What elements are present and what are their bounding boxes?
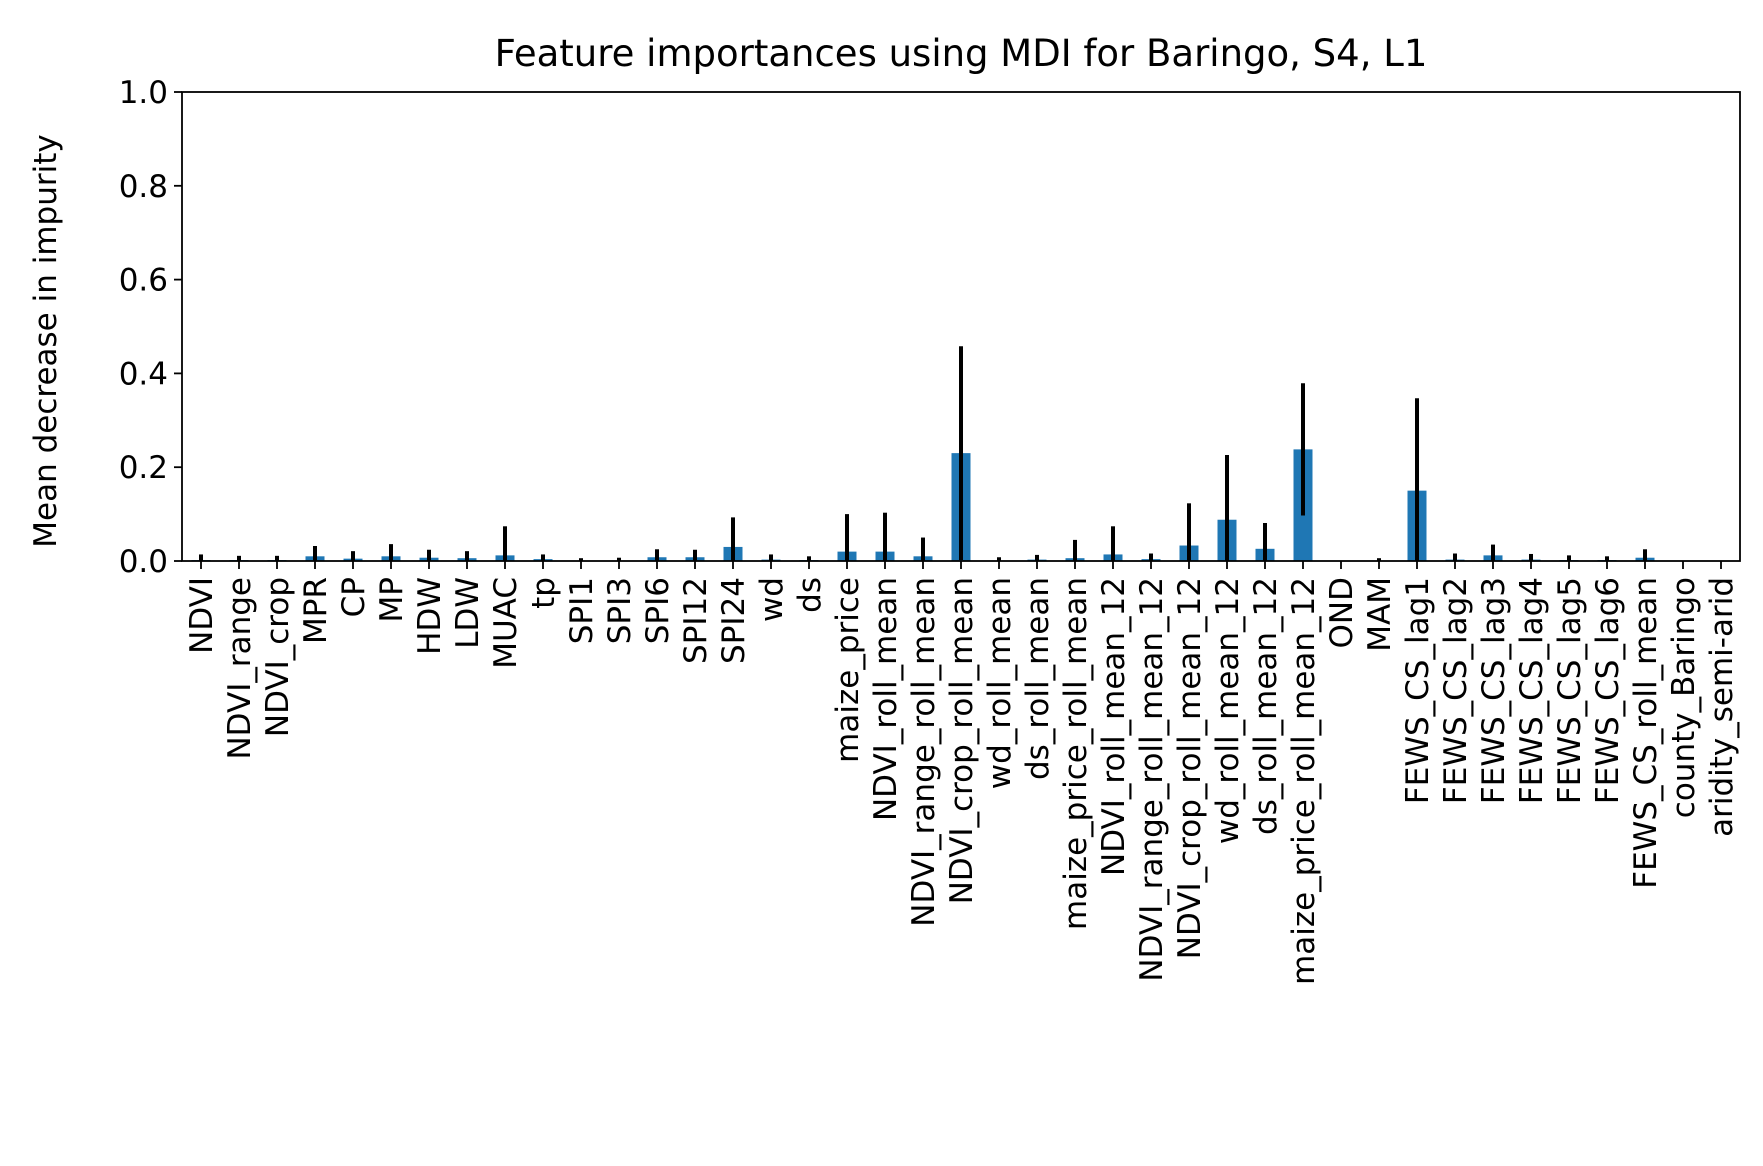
x-tick-label-NDVI_roll_mean_12: NDVI_roll_mean_12 [1096, 577, 1132, 876]
x-tick-label-MAM: MAM [1362, 577, 1398, 652]
x-tick-label-ds_roll_mean_12: ds_roll_mean_12 [1248, 577, 1284, 835]
x-tick-label-MUAC: MUAC [488, 577, 524, 669]
x-tick-label-tp: tp [526, 577, 562, 609]
x-tick-label-OND: OND [1324, 577, 1360, 648]
x-tick-label-aridity_semi-arid: aridity_semi-arid [1704, 577, 1740, 837]
x-tick-label-wd_roll_mean_12: wd_roll_mean_12 [1210, 577, 1246, 844]
x-tick-label-SPI1: SPI1 [564, 577, 600, 644]
x-tick-label-CP: CP [336, 577, 372, 617]
x-tick-label-NDVI_range: NDVI_range [222, 577, 258, 760]
x-tick-label-HDW: HDW [412, 577, 448, 655]
x-tick-label-SPI3: SPI3 [602, 577, 638, 644]
y-tick-label-0.2: 0.2 [119, 450, 168, 486]
x-tick-label-maize_price: maize_price [830, 577, 866, 763]
error-bar-series [199, 346, 1647, 561]
x-tick-label-NDVI_crop_roll_mean: NDVI_crop_roll_mean [944, 577, 980, 904]
x-tick-label-maize_price_roll_mean: maize_price_roll_mean [1058, 577, 1094, 930]
y-tick-label-0.0: 0.0 [119, 544, 168, 580]
x-tick-label-FEWS_CS_lag3: FEWS_CS_lag3 [1476, 577, 1512, 804]
x-tick-label-NDVI_range_roll_mean_12: NDVI_range_roll_mean_12 [1134, 577, 1170, 982]
chart-title: Feature importances using MDI for Baring… [495, 32, 1428, 75]
x-tick-label-FEWS_CS_lag4: FEWS_CS_lag4 [1514, 577, 1550, 804]
x-tick-label-NDVI_crop: NDVI_crop [260, 577, 296, 737]
y-axis-label: Mean decrease in impurity [28, 134, 64, 547]
x-tick-label-NDVI_range_roll_mean: NDVI_range_roll_mean [906, 577, 942, 927]
x-tick-label-ds_roll_mean: ds_roll_mean [1020, 577, 1056, 780]
x-tick-label-FEWS_CS_lag2: FEWS_CS_lag2 [1438, 577, 1474, 804]
x-tick-label-maize_price_roll_mean_12: maize_price_roll_mean_12 [1286, 577, 1322, 985]
y-tick-label-0.8: 0.8 [119, 169, 168, 205]
y-tick-label-0.4: 0.4 [119, 356, 168, 392]
x-tick-label-LDW: LDW [450, 577, 486, 649]
x-tick-label-NDVI_roll_mean: NDVI_roll_mean [868, 577, 904, 821]
y-axis: 0.0 0.2 0.4 0.6 0.8 1.0 [119, 75, 182, 580]
x-tick-label-FEWS_CS_roll_mean: FEWS_CS_roll_mean [1628, 577, 1664, 889]
x-tick-label-SPI12: SPI12 [678, 577, 714, 664]
x-tick-label-wd: wd [754, 577, 790, 622]
x-tick-label-NDVI_crop_roll_mean_12: NDVI_crop_roll_mean_12 [1172, 577, 1208, 959]
x-tick-label-FEWS_CS_lag1: FEWS_CS_lag1 [1400, 577, 1436, 804]
y-tick-label-0.6: 0.6 [119, 263, 168, 299]
x-tick-label-county_Baringo: county_Baringo [1666, 577, 1702, 818]
x-tick-label-ds: ds [792, 577, 828, 613]
y-tick-label-1.0: 1.0 [119, 75, 168, 111]
x-tick-label-FEWS_CS_lag5: FEWS_CS_lag5 [1552, 577, 1588, 804]
x-tick-label-MP: MP [374, 577, 410, 622]
plot-frame [181, 91, 1741, 562]
x-tick-label-NDVI: NDVI [184, 577, 220, 654]
x-axis: NDVI NDVI_range NDVI_crop MPR CP MP HDW LDW MUAC… [184, 561, 1740, 985]
x-tick-label-FEWS_CS_lag6: FEWS_CS_lag6 [1590, 577, 1626, 804]
x-tick-label-wd_roll_mean: wd_roll_mean [982, 577, 1018, 789]
x-tick-label-SPI6: SPI6 [640, 577, 676, 644]
x-tick-label-SPI24: SPI24 [716, 577, 752, 664]
x-tick-label-MPR: MPR [298, 577, 334, 644]
